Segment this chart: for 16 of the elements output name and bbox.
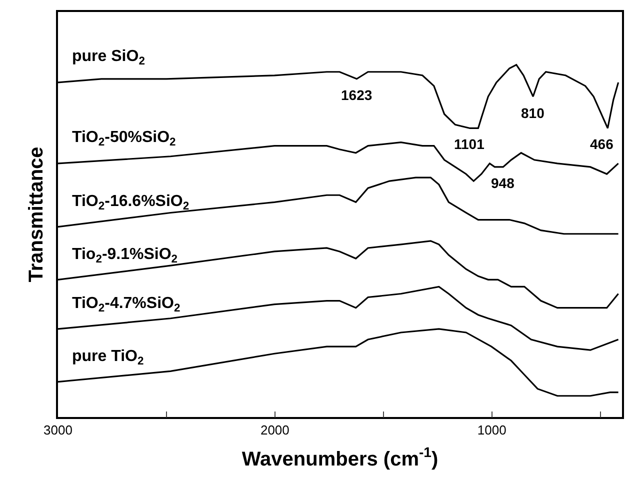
series-label: TiO$_{2}$-50%SiO$_{2}$ bbox=[72, 129, 176, 148]
x-axis-title: Wavenumbers (cm$^{-1}$) bbox=[242, 444, 438, 470]
y-axis-title: Transmittance bbox=[25, 146, 48, 282]
annotation: 1101 bbox=[454, 136, 485, 152]
series-label: pure SiO$_{2}$ bbox=[72, 48, 145, 68]
annotation: 466 bbox=[590, 136, 614, 152]
x-tick-label: 3000 bbox=[44, 422, 72, 438]
annotation: 1623 bbox=[341, 87, 372, 103]
series-label: TiO$_{2}$-16.6%SiO$_{2}$ bbox=[72, 193, 190, 212]
series-label: pure TiO$_{2}$ bbox=[72, 348, 144, 368]
x-tick-label: 1000 bbox=[477, 422, 506, 438]
series-label: Tio$_{2}$-9.1%SiO$_{2}$ bbox=[72, 246, 178, 266]
annotation: 810 bbox=[521, 105, 545, 121]
x-tick-label: 2000 bbox=[260, 422, 290, 438]
series-label: TiO$_{2}$-4.7%SiO$_{2}$ bbox=[72, 295, 180, 314]
annotation: 948 bbox=[491, 175, 515, 191]
